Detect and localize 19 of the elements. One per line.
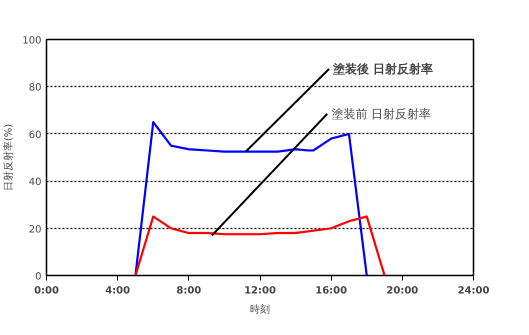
y-tick-label: 40 bbox=[28, 177, 42, 188]
x-tick-label: 24:00 bbox=[458, 286, 490, 296]
y-tick-label: 0 bbox=[35, 272, 42, 282]
y-tick-label: 20 bbox=[28, 224, 42, 236]
x-tick-label: 20:00 bbox=[386, 286, 418, 296]
y-tick-label: 100 bbox=[22, 36, 42, 46]
x-tick-label: 4:00 bbox=[105, 286, 130, 296]
x-tick-label: 16:00 bbox=[315, 286, 348, 296]
x-axis-title: 時刻 bbox=[250, 304, 270, 316]
y-tick-label: 80 bbox=[28, 82, 42, 94]
annotation: 塗装後 日射反射率 bbox=[332, 62, 434, 76]
x-tick-label: 12:00 bbox=[244, 286, 276, 296]
line-series bbox=[134, 121, 368, 276]
x-tick-label: 0:00 bbox=[34, 286, 59, 296]
y-axis-title: 日射反射率(%) bbox=[2, 124, 14, 192]
y-tick-label: 60 bbox=[28, 130, 42, 141]
line-series bbox=[134, 215, 386, 276]
x-tick-label: 8:00 bbox=[176, 286, 202, 296]
annotation: 塗装前 日射反射率 bbox=[331, 106, 432, 121]
